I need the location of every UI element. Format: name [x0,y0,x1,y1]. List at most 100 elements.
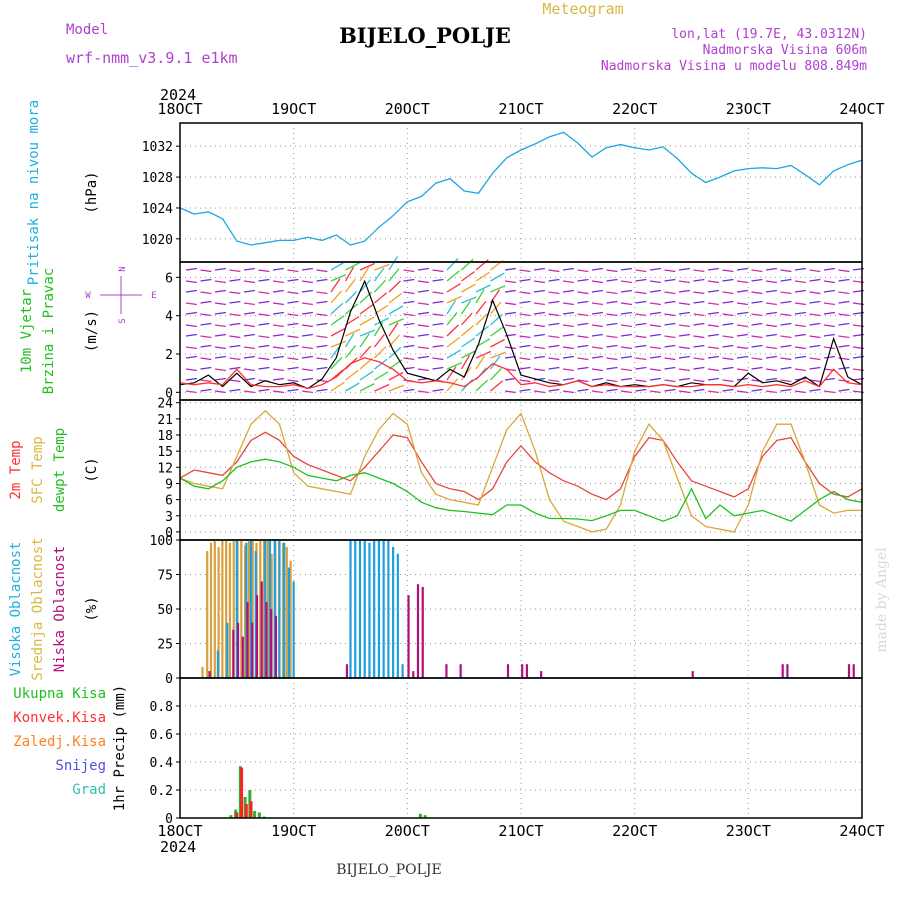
wind-barb [620,324,632,328]
wind-barb [243,324,255,328]
wind-barb [751,291,763,295]
wind-barb [403,300,415,304]
wind-barb [649,280,661,284]
wind-barb [185,377,197,381]
wind-barb [287,335,299,339]
niska-oblacnost-bar [255,595,259,678]
wind-barb [562,355,574,359]
wind-barb [388,292,403,304]
wind-barb [359,333,370,348]
wind-barb [359,267,370,282]
panel-precip: 0 0.2 0.4 0.6 0.8 Ukupna Kisa Konvek.Kisa Zaled… [13,677,863,827]
wind-barb [649,368,661,372]
y-tick-label: 24 [157,397,173,412]
wind-barb [664,278,676,282]
wind-barb [272,390,284,394]
wind-barb [620,289,632,293]
wind-barb [287,322,299,326]
wind-barb [722,335,734,339]
wind-barb [664,379,676,383]
wind-barb [562,324,574,328]
wind-barb [287,278,299,282]
compass-west: W [85,291,91,301]
wind-barb [693,269,705,273]
wind-barb [446,295,462,304]
wind-barb [258,322,270,326]
panel-unit: (%) [84,596,100,621]
wind-barb [417,390,429,394]
wind-barb [330,278,341,293]
wind-barb [794,346,806,350]
visoka-oblacnost-bar [392,546,395,678]
wind-barb [301,311,313,315]
wind-barb [678,333,690,337]
wind-barb [519,322,531,326]
wind-barb [736,302,748,306]
wind-barb [461,283,476,293]
wind-barb [707,267,719,271]
wind-barb [214,333,226,337]
wind-barb [287,388,299,392]
wind-barb [316,335,328,339]
wind-barb [649,377,661,381]
wind-barb [635,300,647,304]
wind-barb [780,322,792,326]
legend-2m-temp: 2m Temp [8,440,24,499]
wind-barb [780,357,792,361]
wind-barb [330,274,346,282]
wind-barb [344,266,355,282]
srednja-oblacnost-bar [225,540,228,678]
wind-barb [577,291,589,295]
wind-barb [736,267,748,271]
wind-barb [258,335,270,339]
wind-barb [316,269,328,273]
wind-barb [519,388,531,392]
wind-barb [707,333,719,337]
wind-barb [243,280,255,284]
wind-barb [446,362,462,370]
wind-barb [200,388,212,392]
wind-barb [432,366,444,370]
wind-barb [765,355,777,359]
wind-barb [446,270,460,282]
wind-barb [693,388,705,392]
wind-barb [765,289,777,293]
wind-barb [403,344,415,348]
wind-barb [258,278,270,282]
wind-barb [751,322,763,326]
wind-barb [185,302,197,306]
wind-barb [838,335,850,339]
wind-barb [388,322,399,337]
wind-barbs [185,256,864,394]
wind-barb [185,311,197,315]
wind-barb [490,351,506,359]
wind-barb [475,379,489,392]
legend-brzina-i-pravac: Brzina i Pravac [41,268,57,394]
wind-barb [490,338,505,348]
niska-oblacnost-bar [421,586,424,678]
visoka-oblacnost-bar [273,540,276,678]
visoka-oblacnost-bar [254,551,257,678]
y-tick-label: 0.8 [150,700,173,715]
srednja-oblacnost-bar [213,540,216,678]
wind-barb [606,278,618,282]
wind-barb [533,267,545,271]
wind-barb [577,313,589,317]
wind-barb [214,355,226,359]
wind-barb [432,388,444,392]
wind-barb [388,256,399,271]
wind-barb [562,302,574,306]
konvek-kisa-bar [240,767,244,818]
wind-barb [707,390,719,394]
x-tick-label-bottom: 24OCT [839,822,884,840]
subtitle: Meteogram [542,0,623,18]
visoka-oblacnost-bar [235,540,238,678]
wind-barb [359,358,373,370]
y-tick-label: 6 [165,271,173,286]
legend-ukupna-kisa: Ukupna Kisa [13,686,106,702]
wind-barb [330,261,346,271]
wind-barb [185,346,197,350]
wind-barb [461,258,474,271]
wind-barb [272,280,284,284]
wind-barb [185,355,197,359]
